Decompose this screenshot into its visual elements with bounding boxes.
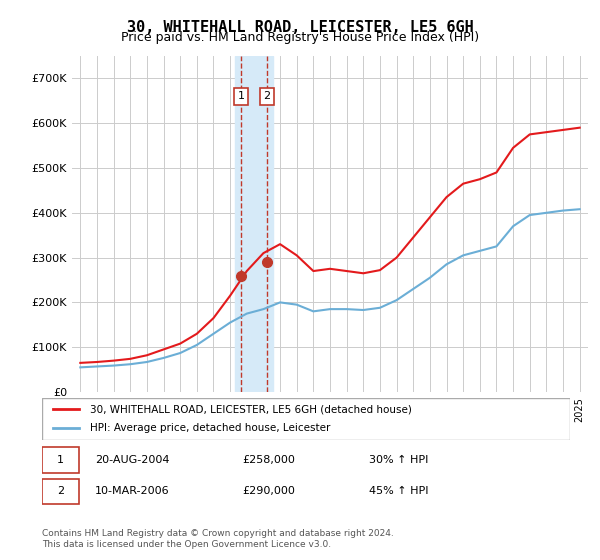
- Text: 10-MAR-2006: 10-MAR-2006: [95, 487, 169, 497]
- Text: 45% ↑ HPI: 45% ↑ HPI: [370, 487, 429, 497]
- Text: 30% ↑ HPI: 30% ↑ HPI: [370, 455, 429, 465]
- FancyBboxPatch shape: [42, 398, 570, 440]
- Bar: [235, 56, 272, 392]
- Text: HPI: Average price, detached house, Leicester: HPI: Average price, detached house, Leic…: [89, 423, 330, 433]
- Text: 1: 1: [238, 91, 244, 101]
- Text: 1: 1: [57, 455, 64, 465]
- Text: £290,000: £290,000: [242, 487, 296, 497]
- Text: 2: 2: [57, 487, 64, 497]
- Text: £258,000: £258,000: [242, 455, 296, 465]
- Text: 30, WHITEHALL ROAD, LEICESTER, LE5 6GH (detached house): 30, WHITEHALL ROAD, LEICESTER, LE5 6GH (…: [89, 404, 412, 414]
- FancyBboxPatch shape: [42, 447, 79, 473]
- Text: 30, WHITEHALL ROAD, LEICESTER, LE5 6GH: 30, WHITEHALL ROAD, LEICESTER, LE5 6GH: [127, 20, 473, 35]
- Text: Contains HM Land Registry data © Crown copyright and database right 2024.
This d: Contains HM Land Registry data © Crown c…: [42, 529, 394, 549]
- FancyBboxPatch shape: [42, 479, 79, 504]
- Text: 20-AUG-2004: 20-AUG-2004: [95, 455, 169, 465]
- Text: 2: 2: [263, 91, 271, 101]
- Text: Price paid vs. HM Land Registry's House Price Index (HPI): Price paid vs. HM Land Registry's House …: [121, 31, 479, 44]
